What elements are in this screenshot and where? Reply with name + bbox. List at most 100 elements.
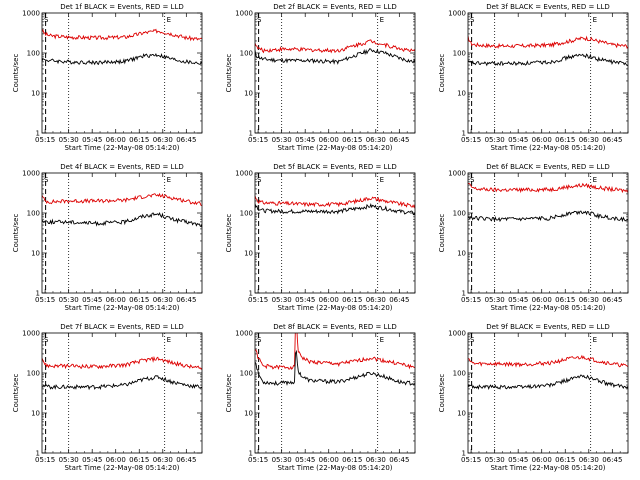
start-marker-label: S	[44, 176, 49, 184]
y-tick-label: 1	[462, 450, 466, 458]
y-axis-label: Counts/sec	[438, 214, 446, 253]
y-axis-label: Counts/sec	[225, 54, 233, 93]
x-tick-label: 06:00	[532, 296, 552, 304]
x-tick-label: 06:45	[176, 296, 196, 304]
x-axis-label: Start Time (22-May-08 05:14:20)	[64, 304, 179, 312]
plot-frame	[467, 12, 629, 134]
chart-title: Det 9f BLACK = Events, RED = LLD	[486, 323, 609, 331]
x-tick-label: 06:30	[366, 136, 386, 144]
x-tick-label: 06:15	[555, 456, 575, 464]
y-tick-label: 10	[244, 250, 253, 258]
x-tick-label: 06:30	[153, 136, 173, 144]
x-tick-label: 05:15	[461, 456, 481, 464]
x-tick-label: 06:15	[129, 296, 149, 304]
x-tick-label: 06:30	[579, 456, 599, 464]
x-tick-label: 05:15	[35, 296, 55, 304]
y-axis-label: Counts/sec	[438, 54, 446, 93]
y-tick-label: 100	[27, 370, 40, 378]
x-tick-label: 05:30	[59, 296, 79, 304]
y-tick-label: 1	[249, 450, 253, 458]
x-tick-label: 06:45	[602, 136, 622, 144]
y-tick-label: 10	[457, 250, 466, 258]
series-line	[42, 211, 202, 228]
x-axis-label: Start Time (22-May-08 05:14:20)	[64, 144, 179, 152]
series-line	[255, 349, 415, 386]
y-tick-label: 1000	[235, 330, 253, 338]
x-tick-label: 06:15	[129, 136, 149, 144]
x-tick-label: 05:45	[508, 296, 528, 304]
start-marker-label: S	[470, 176, 475, 184]
x-tick-label: 05:15	[461, 296, 481, 304]
x-axis-label: Start Time (22-May-08 05:14:20)	[64, 464, 179, 472]
x-tick-label: 06:00	[106, 296, 126, 304]
y-tick-label: 100	[27, 210, 40, 218]
x-tick-label: 06:30	[579, 136, 599, 144]
y-tick-label: 10	[31, 250, 40, 258]
series-line	[42, 192, 202, 207]
x-axis-label: Start Time (22-May-08 05:14:20)	[277, 304, 392, 312]
y-tick-label: 1	[249, 130, 253, 138]
x-tick-label: 06:45	[602, 296, 622, 304]
x-tick-label: 05:45	[295, 296, 315, 304]
series-line	[468, 354, 628, 368]
y-tick-label: 100	[453, 210, 466, 218]
x-tick-label: 06:00	[319, 296, 339, 304]
x-tick-label: 06:15	[129, 456, 149, 464]
chart-title: Det 5f BLACK = Events, RED = LLD	[273, 163, 396, 171]
start-marker-label: S	[470, 16, 475, 24]
end-marker-label: E	[593, 336, 597, 344]
y-tick-label: 10	[457, 410, 466, 418]
y-tick-label: 10	[31, 410, 40, 418]
x-tick-label: 06:45	[602, 456, 622, 464]
y-tick-label: 10	[244, 90, 253, 98]
x-tick-label: 05:30	[485, 296, 505, 304]
y-tick-label: 1	[36, 290, 40, 298]
x-tick-label: 06:00	[106, 456, 126, 464]
series-line	[255, 195, 415, 209]
x-axis-label: Start Time (22-May-08 05:14:20)	[490, 144, 605, 152]
plot-frame	[41, 12, 203, 134]
x-tick-label: 06:00	[319, 136, 339, 144]
x-tick-label: 05:15	[35, 456, 55, 464]
y-tick-label: 100	[453, 50, 466, 58]
y-axis-label: Counts/sec	[12, 374, 20, 413]
chart-panel: Det 3f BLACK = Events, RED = LLD 1 10 100 10…	[438, 3, 629, 152]
x-tick-label: 06:15	[342, 456, 362, 464]
start-marker-label: S	[44, 16, 49, 24]
x-tick-label: 06:45	[389, 136, 409, 144]
y-tick-label: 100	[240, 50, 253, 58]
x-tick-label: 05:45	[295, 136, 315, 144]
x-tick-label: 05:15	[35, 136, 55, 144]
end-marker-label: E	[593, 176, 597, 184]
y-tick-label: 10	[31, 90, 40, 98]
chart-panel: Det 5f BLACK = Events, RED = LLD 1 10 100 10…	[225, 163, 416, 312]
chart-title: Det 8f BLACK = Events, RED = LLD	[273, 323, 396, 331]
chart-title: Det 2f BLACK = Events, RED = LLD	[273, 3, 396, 11]
end-marker-label: E	[593, 16, 597, 24]
plot-frame	[467, 332, 629, 454]
x-tick-label: 06:45	[389, 456, 409, 464]
x-tick-label: 05:15	[248, 456, 268, 464]
y-axis-label: Counts/sec	[438, 374, 446, 413]
y-tick-label: 1000	[448, 10, 466, 18]
y-tick-label: 1000	[448, 330, 466, 338]
y-tick-label: 1000	[235, 10, 253, 18]
x-tick-label: 06:15	[342, 136, 362, 144]
x-tick-label: 05:30	[272, 456, 292, 464]
series-line	[468, 53, 628, 67]
x-tick-label: 06:00	[532, 456, 552, 464]
x-tick-label: 05:45	[508, 136, 528, 144]
x-tick-label: 05:30	[59, 136, 79, 144]
x-tick-label: 05:15	[248, 136, 268, 144]
chart-panel: Det 8f BLACK = Events, RED = LLD 1 10 100 10…	[225, 323, 416, 472]
series-line	[255, 39, 415, 54]
chart-title: Det 6f BLACK = Events, RED = LLD	[486, 163, 609, 171]
chart-panel: Det 6f BLACK = Events, RED = LLD 1 10 100 10…	[438, 163, 629, 312]
chart-title: Det 1f BLACK = Events, RED = LLD	[60, 3, 183, 11]
end-marker-label: E	[380, 16, 384, 24]
x-tick-label: 05:30	[485, 136, 505, 144]
y-tick-label: 1000	[22, 10, 40, 18]
x-tick-label: 06:15	[555, 296, 575, 304]
y-tick-label: 10	[244, 410, 253, 418]
x-tick-label: 06:30	[366, 296, 386, 304]
